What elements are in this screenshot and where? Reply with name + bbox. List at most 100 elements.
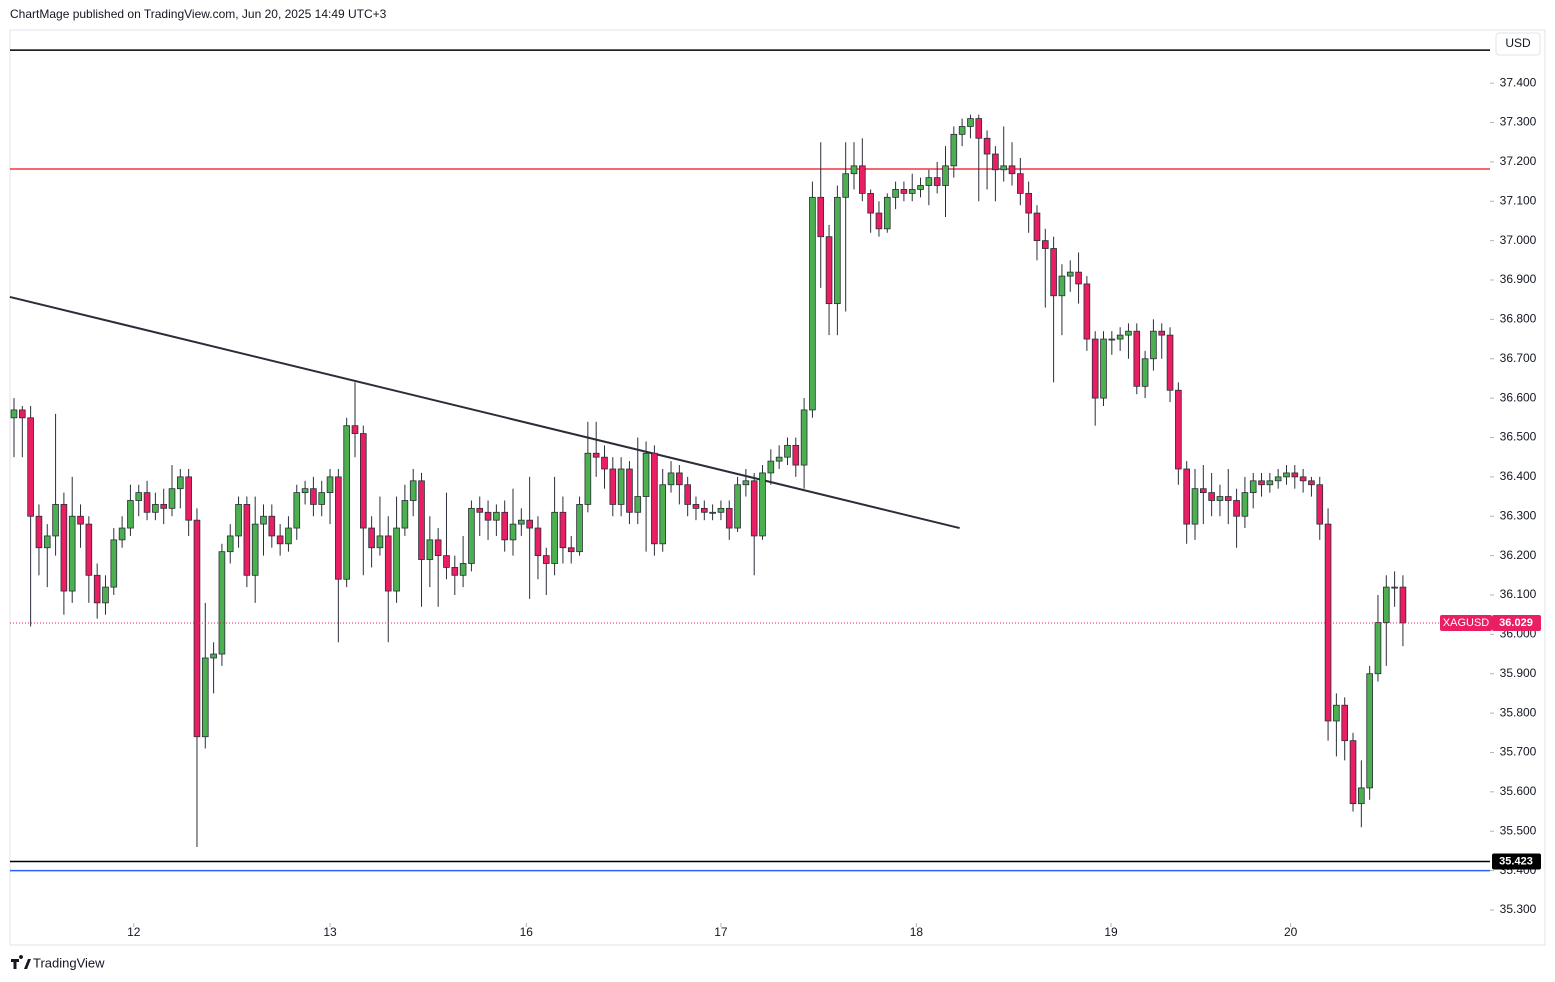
candle-body	[534, 527, 542, 557]
candle-body	[368, 527, 375, 549]
candle-body	[908, 189, 916, 194]
x-tick-label: 16	[520, 925, 534, 939]
candle-body	[10, 409, 18, 419]
y-tick-label: 35.900	[1500, 666, 1537, 680]
candle-body	[1091, 338, 1099, 399]
candle-body	[1025, 192, 1032, 214]
candle-body	[484, 511, 492, 521]
candle-body	[1158, 330, 1166, 336]
trendline	[9, 295, 960, 530]
candle-body	[243, 504, 251, 576]
candle-body	[518, 519, 525, 525]
candle-body	[817, 196, 825, 238]
currency-label: USD	[1505, 36, 1531, 50]
candle-body	[576, 504, 583, 553]
y-tick-label: 35.600	[1500, 784, 1537, 798]
candle-body	[1391, 586, 1398, 589]
candle-body	[1341, 704, 1349, 742]
candle-body	[1233, 500, 1240, 517]
candle-body	[1249, 480, 1257, 494]
y-tick-label: 36.900	[1500, 272, 1537, 286]
candle-body	[592, 452, 600, 458]
candle-body	[542, 555, 550, 564]
candle-body	[343, 425, 350, 580]
candle-body	[584, 452, 592, 505]
candle-body	[1166, 334, 1174, 391]
brand-logo	[11, 955, 31, 969]
candle-body	[201, 657, 209, 738]
candle-body	[451, 567, 459, 576]
candle-body	[102, 586, 109, 604]
candle-body	[601, 456, 608, 470]
candle-body	[842, 173, 849, 198]
candle-body	[18, 409, 26, 419]
candle-body	[68, 515, 76, 592]
candle-body	[700, 507, 708, 513]
candle-body	[326, 476, 334, 494]
candle-body	[925, 177, 933, 186]
candle-body	[892, 189, 899, 198]
x-tick-label: 20	[1284, 925, 1298, 939]
candle-body	[526, 519, 533, 529]
candle-body	[942, 165, 949, 186]
candle-body	[235, 504, 242, 537]
currency-box	[1495, 32, 1541, 56]
candle-body	[1008, 165, 1016, 175]
candle-body	[617, 468, 625, 505]
candle-body	[1224, 496, 1232, 501]
candle-body	[1258, 480, 1265, 486]
candle-body	[285, 527, 292, 545]
last-price-label: 36.029	[1499, 617, 1533, 629]
candle-body	[93, 574, 101, 604]
candle-body	[1208, 492, 1215, 501]
candle-body	[875, 212, 883, 230]
candle-body	[359, 433, 367, 529]
candle-body	[1382, 586, 1390, 623]
level-tag	[1492, 853, 1541, 870]
y-tick-label: 36.600	[1500, 390, 1537, 404]
candle-body	[476, 507, 484, 513]
candle-body	[1308, 480, 1315, 486]
candle-body	[143, 492, 151, 513]
candle-body	[1116, 334, 1124, 340]
candle-body	[1058, 275, 1066, 297]
candle-body	[376, 535, 384, 549]
symbol-tag	[1440, 614, 1492, 631]
candle-body	[268, 515, 276, 537]
candle-body	[276, 535, 284, 545]
candle-body	[767, 460, 775, 474]
candle-body	[667, 472, 675, 486]
y-tick-label: 36.300	[1500, 508, 1537, 522]
candle-body	[651, 452, 658, 545]
candle-body	[318, 492, 326, 505]
candle-body	[210, 653, 217, 659]
candle-body	[859, 165, 866, 194]
y-tick-label: 36.800	[1500, 312, 1537, 326]
candle-body	[1033, 212, 1041, 242]
candle-body	[759, 472, 766, 537]
candle-body	[1274, 476, 1282, 482]
candle-body	[992, 153, 999, 171]
candle-body	[409, 480, 417, 501]
candle-body	[1125, 330, 1132, 336]
candle-body	[401, 500, 409, 529]
candle-body	[152, 504, 159, 513]
candle-body	[692, 504, 700, 509]
candle-body	[642, 452, 650, 497]
candle-body	[551, 511, 558, 564]
candle-body	[1333, 704, 1340, 722]
candle-body	[784, 444, 791, 458]
candle-body	[1374, 622, 1382, 675]
candle-body	[384, 535, 392, 592]
candle-body	[418, 480, 425, 560]
candle-body	[933, 177, 941, 186]
y-tick-label: 36.400	[1500, 469, 1537, 483]
candle-body	[900, 189, 908, 194]
candle-body	[110, 539, 118, 588]
y-tick-label: 35.800	[1500, 705, 1537, 719]
symbol-tag-label: XAGUSD	[1443, 617, 1490, 629]
candle-body	[185, 476, 192, 521]
y-tick-label: 35.300	[1500, 902, 1537, 916]
y-tick-label: 37.400	[1500, 75, 1537, 89]
candle-body	[1108, 338, 1116, 341]
